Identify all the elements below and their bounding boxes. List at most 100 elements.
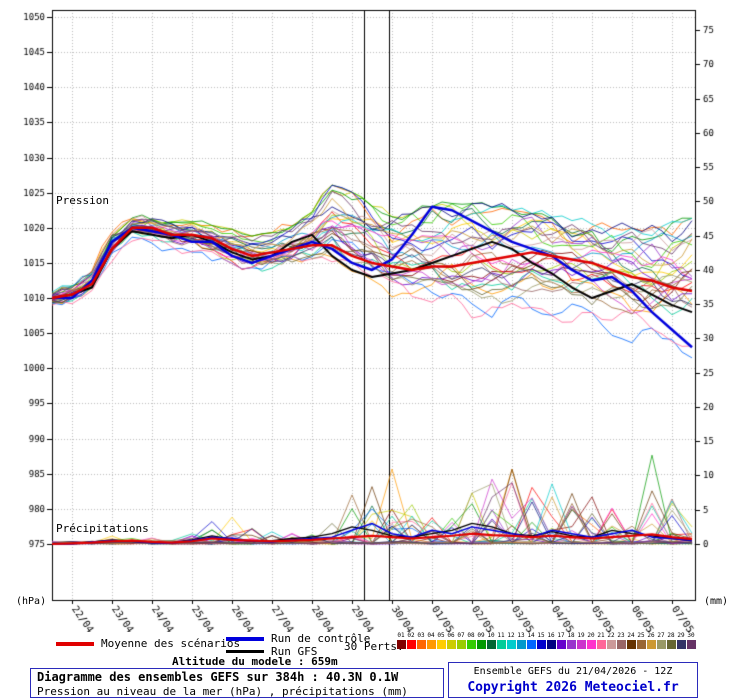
gfs-line-swatch: [226, 650, 264, 653]
member-legend-item: 13: [516, 632, 526, 649]
member-legend-item: 08: [466, 632, 476, 649]
member-color-swatch: [636, 640, 646, 649]
member-color-swatch: [686, 640, 696, 649]
member-number: 27: [657, 632, 665, 639]
diagram-title: Diagramme des ensembles GEFS sur 384h : …: [37, 670, 399, 684]
member-legend-item: 28: [666, 632, 676, 649]
member-color-swatch: [486, 640, 496, 649]
member-number: 18: [567, 632, 575, 639]
legend-control-label: Run de contrôle: [271, 632, 371, 645]
member-legend-item: 18: [566, 632, 576, 649]
member-number: 11: [497, 632, 505, 639]
member-number: 09: [477, 632, 485, 639]
member-color-swatch: [606, 640, 616, 649]
member-number: 02: [407, 632, 415, 639]
member-number: 17: [557, 632, 565, 639]
member-legend-item: 10: [486, 632, 496, 649]
member-color-swatch: [416, 640, 426, 649]
member-legend-item: 07: [456, 632, 466, 649]
member-color-swatch: [516, 640, 526, 649]
member-color-swatch: [626, 640, 636, 649]
member-color-swatch: [616, 640, 626, 649]
member-legend-item: 30: [686, 632, 696, 649]
member-number: 29: [677, 632, 685, 639]
member-legend-item: 19: [576, 632, 586, 649]
legend-gfs-label: Run GFS: [271, 645, 318, 658]
member-color-swatch: [426, 640, 436, 649]
right-axis-unit-label: (mm): [704, 596, 729, 607]
member-number: 14: [527, 632, 535, 639]
member-number: 19: [577, 632, 585, 639]
member-number: 03: [417, 632, 425, 639]
member-number: 21: [597, 632, 605, 639]
member-number: 05: [437, 632, 445, 639]
member-legend-item: 25: [636, 632, 646, 649]
member-number: 12: [507, 632, 515, 639]
member-legend-item: 12: [506, 632, 516, 649]
member-legend-item: 26: [646, 632, 656, 649]
member-number: 07: [457, 632, 465, 639]
member-legend-item: 22: [606, 632, 616, 649]
member-color-swatch: [446, 640, 456, 649]
member-color-swatch: [646, 640, 656, 649]
member-legend-item: 06: [446, 632, 456, 649]
member-legend-item: 15: [536, 632, 546, 649]
member-number: 08: [467, 632, 475, 639]
member-color-swatch: [496, 640, 506, 649]
member-legend-item: 14: [526, 632, 536, 649]
copyright-label: Copyright 2026 Meteociel.fr: [467, 680, 679, 695]
legend-control: Run de contrôle: [226, 632, 370, 645]
member-color-swatch: [466, 640, 476, 649]
model-altitude-label: Altitude du modele : 659m: [172, 655, 338, 668]
member-color-swatch: [566, 640, 576, 649]
precipitation-section-label: Précipitations: [56, 522, 149, 535]
run-copyright-box: Ensemble GEFS du 21/04/2026 - 12Z Copyri…: [448, 662, 698, 698]
ensemble-chart-canvas: [0, 0, 740, 632]
member-legend-item: 23: [616, 632, 626, 649]
member-legend-item: 24: [626, 632, 636, 649]
legend-mean: Moyenne des scénarios: [56, 637, 240, 650]
member-number: 04: [427, 632, 435, 639]
member-legend-item: 04: [426, 632, 436, 649]
run-info-label: Ensemble GEFS du 21/04/2026 - 12Z: [473, 666, 673, 677]
perturbations-count-label: 30 Perts.: [344, 640, 404, 653]
member-number: 24: [627, 632, 635, 639]
member-color-swatch: [456, 640, 466, 649]
pressure-section-label: Pression: [56, 194, 109, 207]
member-number: 22: [607, 632, 615, 639]
member-legend-item: 16: [546, 632, 556, 649]
member-number: 30: [687, 632, 695, 639]
member-number: 23: [617, 632, 625, 639]
member-number: 16: [547, 632, 555, 639]
member-color-swatch: [396, 640, 406, 649]
member-color-swatch: [536, 640, 546, 649]
member-number: 15: [537, 632, 545, 639]
member-legend-item: 20: [586, 632, 596, 649]
member-number: 28: [667, 632, 675, 639]
member-color-swatch: [406, 640, 416, 649]
member-color-swatch: [546, 640, 556, 649]
member-legend-item: 09: [476, 632, 486, 649]
member-color-swatch: [436, 640, 446, 649]
member-number: 20: [587, 632, 595, 639]
member-legend-item: 05: [436, 632, 446, 649]
member-legend-item: 17: [556, 632, 566, 649]
diagram-info-box: Diagramme des ensembles GEFS sur 384h : …: [30, 668, 444, 698]
member-number: 06: [447, 632, 455, 639]
member-color-swatch: [506, 640, 516, 649]
member-color-swatch: [586, 640, 596, 649]
member-number: 01: [397, 632, 405, 639]
member-number: 26: [647, 632, 655, 639]
member-color-swatch: [676, 640, 686, 649]
member-legend-item: 27: [656, 632, 666, 649]
legend-gfs: Run GFS: [226, 645, 317, 658]
member-number: 10: [487, 632, 495, 639]
member-legend-item: 21: [596, 632, 606, 649]
member-color-swatch: [666, 640, 676, 649]
member-color-swatch: [526, 640, 536, 649]
mean-line-swatch: [56, 641, 94, 646]
member-color-swatch: [656, 640, 666, 649]
control-line-swatch: [226, 636, 264, 641]
diagram-subtitle: Pression au niveau de la mer (hPa) , pré…: [37, 685, 408, 698]
